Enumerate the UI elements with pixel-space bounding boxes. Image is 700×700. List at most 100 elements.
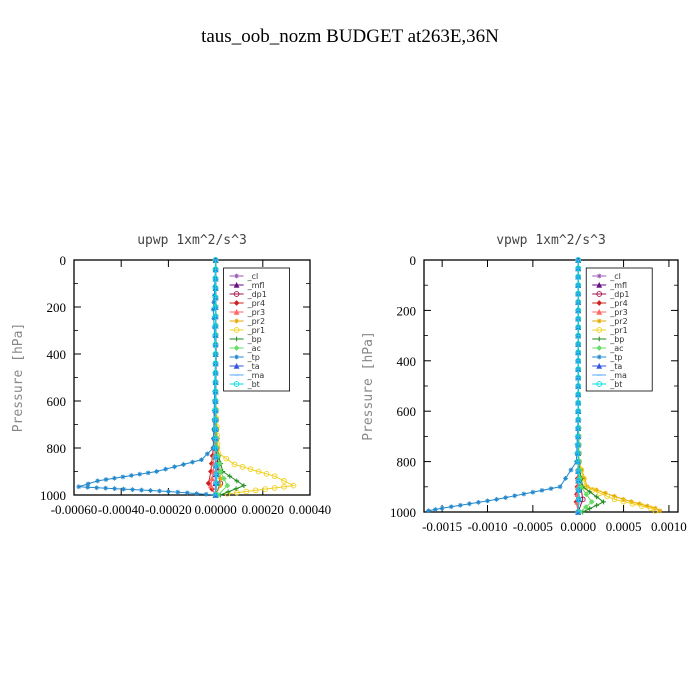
y-axis-label: Pressure [hPa] xyxy=(361,331,376,441)
legend-marker xyxy=(234,273,239,279)
series-bt xyxy=(212,257,220,498)
series-point xyxy=(194,491,200,496)
legend-marker xyxy=(233,362,240,369)
series-point xyxy=(163,466,168,472)
series-point xyxy=(575,399,582,406)
series-point xyxy=(583,504,589,510)
series-point xyxy=(439,505,445,511)
series-point xyxy=(213,471,220,478)
series-point xyxy=(638,503,645,509)
legend: _cl_mfl_dp1_pr4_pr3_pr2_pr1_bp_ac_tp_ta_… xyxy=(223,267,291,392)
series-point xyxy=(130,487,135,492)
series-point xyxy=(575,273,582,280)
series-point xyxy=(575,282,582,289)
series-point xyxy=(209,486,215,492)
series-point xyxy=(212,294,219,301)
series-point xyxy=(212,332,219,339)
series-point xyxy=(575,341,582,347)
x-tick-label: -0.0005 xyxy=(513,519,553,534)
series-point xyxy=(512,493,518,499)
series-point xyxy=(145,470,151,476)
series-point xyxy=(139,487,144,493)
legend-marker xyxy=(596,336,602,342)
series-point xyxy=(175,489,181,495)
series-point xyxy=(120,474,126,480)
series-point xyxy=(271,473,278,480)
series-point xyxy=(225,489,231,495)
series-point xyxy=(76,484,82,490)
series-point xyxy=(243,488,250,495)
x-tick-label: 0.0010 xyxy=(651,519,687,534)
y-tick-label: 1000 xyxy=(40,488,66,503)
legend-entry: _pr2 xyxy=(247,317,265,326)
series-point xyxy=(85,484,91,490)
legend-entry: _cl xyxy=(247,272,259,281)
series-point xyxy=(233,486,239,492)
series-point xyxy=(199,457,204,463)
series-point xyxy=(575,450,582,457)
series-point xyxy=(563,476,568,481)
series-point xyxy=(457,502,463,508)
series-point xyxy=(575,391,582,398)
series-point xyxy=(212,313,219,320)
series-point xyxy=(213,480,220,487)
y-tick-label: 800 xyxy=(397,455,417,470)
legend-entry: _ma xyxy=(609,371,627,380)
series-point xyxy=(594,502,600,508)
legend-entry: _bt xyxy=(247,380,260,389)
series-point xyxy=(234,478,240,484)
series-point xyxy=(575,433,582,440)
series-point xyxy=(212,322,219,329)
y-tick-label: 200 xyxy=(47,300,67,315)
x-tick-label: -0.0015 xyxy=(422,519,462,534)
series-point xyxy=(594,494,600,500)
y-tick-label: 800 xyxy=(47,441,67,456)
series-point xyxy=(212,445,219,451)
y-tick-label: 0 xyxy=(410,253,417,268)
series-point xyxy=(588,499,595,505)
series-point xyxy=(575,290,582,297)
series-point xyxy=(281,483,287,490)
series-point xyxy=(582,476,587,481)
series-point xyxy=(575,458,582,465)
x-tick-label: -0.00040 xyxy=(98,502,145,517)
legend-entry: _bp xyxy=(609,335,624,344)
series-point xyxy=(575,408,582,415)
legend-marker xyxy=(596,291,603,297)
legend-entry: _mfl xyxy=(247,281,265,290)
series-point xyxy=(575,257,582,263)
series-point xyxy=(212,369,219,376)
vpwp-panel: vpwp 1xm^2/s^3 Pressure [hPa] 0 200 400 600 80… xyxy=(361,233,687,534)
series-point xyxy=(103,485,109,491)
series-point xyxy=(271,485,278,491)
series-point xyxy=(262,486,269,492)
series-point xyxy=(575,496,582,503)
y-tick-label: 400 xyxy=(397,354,417,369)
series-point xyxy=(148,488,153,493)
series-point xyxy=(575,265,582,272)
legend: _cl_mfl_dp1_pr4_pr3_pr2_pr1_bp_ac_tp_ta_… xyxy=(585,267,653,392)
series-point xyxy=(597,490,603,496)
series-point xyxy=(290,482,297,489)
x-tick-label: 0.00000 xyxy=(194,502,236,517)
series-point xyxy=(575,357,582,364)
legend-entry: _ma xyxy=(247,371,265,380)
y-tick-label: 1000 xyxy=(390,505,416,520)
legend-entry: _pr4 xyxy=(609,299,627,308)
series-point xyxy=(213,462,220,469)
series-point xyxy=(216,460,222,467)
series-line xyxy=(78,259,217,496)
x-tick-label: 0.0000 xyxy=(560,519,596,534)
series-point xyxy=(112,475,117,481)
series-point xyxy=(231,461,238,468)
series-tp xyxy=(76,257,218,498)
series-point xyxy=(575,441,582,448)
legend-marker xyxy=(596,281,603,288)
series-point xyxy=(128,473,134,478)
series-point xyxy=(94,485,100,491)
series-point xyxy=(207,482,214,489)
legend-entry: _cl xyxy=(609,272,621,281)
legend-marker xyxy=(234,354,239,360)
series-point xyxy=(212,285,219,292)
